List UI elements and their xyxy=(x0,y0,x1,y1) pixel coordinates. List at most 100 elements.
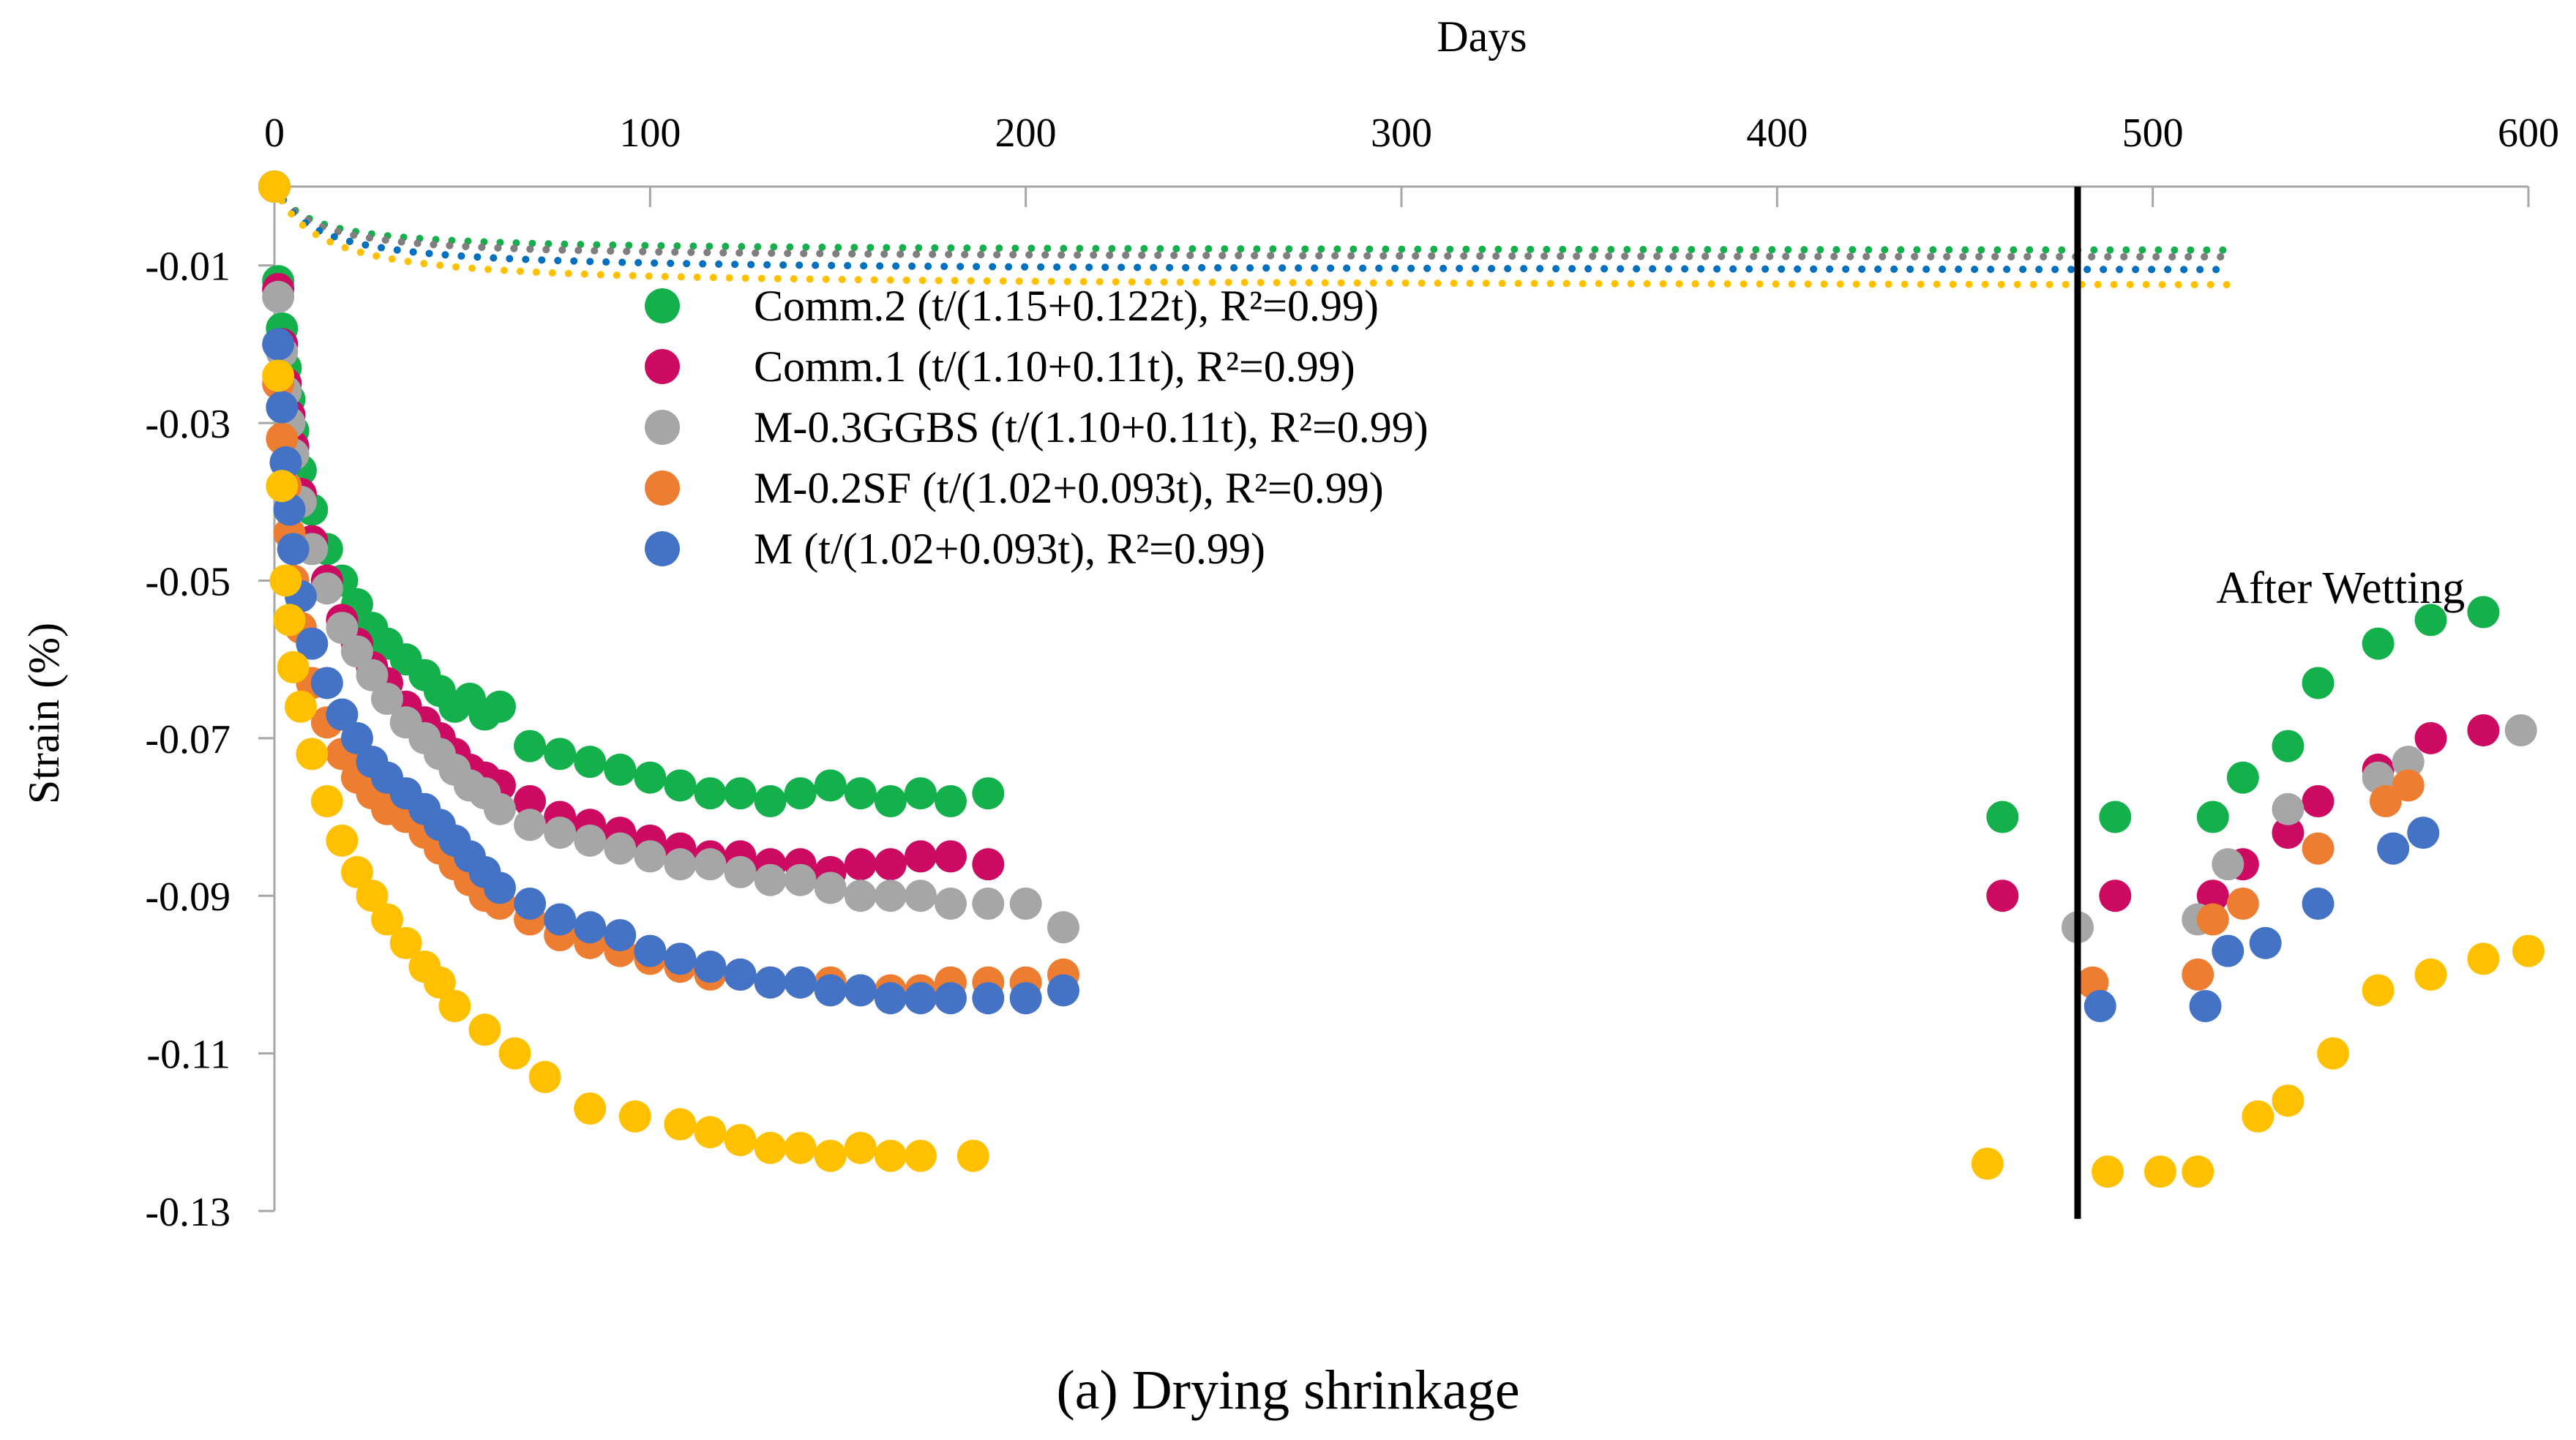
data-point xyxy=(935,785,967,817)
data-point xyxy=(514,730,547,762)
data-point xyxy=(2414,721,2447,754)
data-point xyxy=(2504,714,2537,747)
trend-line xyxy=(271,183,2232,274)
data-point xyxy=(2467,714,2500,747)
data-point xyxy=(972,982,1005,1015)
data-point xyxy=(326,612,359,645)
data-point xyxy=(694,1116,727,1149)
figure-caption: (a) Drying shrinkage xyxy=(1056,1360,1519,1421)
x-tick-label: 400 xyxy=(1746,110,1808,156)
x-axis-title: Days xyxy=(1437,12,1527,61)
data-point xyxy=(2272,817,2304,850)
data-point xyxy=(2362,974,2395,1007)
data-point xyxy=(2377,832,2410,865)
data-point xyxy=(972,848,1005,881)
data-point xyxy=(2092,1155,2124,1188)
data-point xyxy=(2182,958,2214,991)
data-point xyxy=(904,880,937,912)
data-point xyxy=(1986,880,2019,912)
data-point xyxy=(1047,911,1079,944)
data-point xyxy=(784,863,817,896)
data-point xyxy=(874,880,907,912)
data-point xyxy=(514,809,547,841)
data-point xyxy=(2196,880,2229,912)
y-tick-label: -0.13 xyxy=(145,1190,231,1235)
data-point xyxy=(956,1139,989,1172)
data-point xyxy=(784,966,817,999)
y-tick-label: -0.05 xyxy=(145,559,231,604)
data-point xyxy=(468,1013,501,1046)
data-point xyxy=(634,761,667,794)
data-point xyxy=(2226,888,2259,920)
data-point xyxy=(2414,958,2447,991)
data-point xyxy=(273,604,306,637)
y-tick-label: -0.11 xyxy=(146,1032,231,1078)
data-point xyxy=(544,817,577,850)
data-point xyxy=(514,785,547,817)
data-point xyxy=(2302,667,2334,700)
data-point xyxy=(844,777,877,810)
data-point xyxy=(724,958,757,991)
legend-marker xyxy=(645,288,680,323)
data-point xyxy=(814,871,847,904)
y-axis-title: Strain (%) xyxy=(20,623,68,804)
data-point xyxy=(904,840,937,873)
data-point xyxy=(2414,604,2447,637)
data-point xyxy=(724,855,757,888)
data-point xyxy=(262,359,295,392)
y-tick-label: -0.09 xyxy=(145,874,231,920)
data-point xyxy=(340,635,373,668)
data-point xyxy=(498,1037,531,1070)
data-point xyxy=(1971,1147,2004,1180)
data-point xyxy=(2467,596,2500,629)
data-point xyxy=(2467,942,2500,975)
data-point xyxy=(340,855,373,888)
data-point xyxy=(694,777,727,810)
data-point xyxy=(664,942,697,975)
data-point xyxy=(2242,1100,2274,1133)
data-point xyxy=(484,871,516,904)
data-point xyxy=(438,990,471,1022)
data-point xyxy=(2512,934,2545,967)
x-tick-label: 300 xyxy=(1371,110,1432,156)
data-point xyxy=(724,777,757,810)
data-point xyxy=(266,422,299,455)
data-point xyxy=(754,785,787,817)
y-axis-ticks: -0.01 -0.03 -0.05 -0.07 -0.09 -0.11 -0.13 xyxy=(145,244,274,1235)
legend-label: M (t/(1.02+0.093t), R²=0.99) xyxy=(754,525,1265,573)
legend-label: M-0.2SF (t/(1.02+0.093t), R²=0.99) xyxy=(754,464,1384,512)
y-tick-label: -0.01 xyxy=(145,244,231,290)
data-point xyxy=(784,1131,817,1164)
legend-marker xyxy=(645,349,680,384)
data-point xyxy=(310,667,343,700)
data-point xyxy=(262,328,295,361)
data-point xyxy=(694,848,727,881)
x-axis-ticks: 0 100 200 300 400 500 600 xyxy=(264,110,2559,207)
data-point xyxy=(2099,880,2132,912)
data-point xyxy=(604,753,637,786)
data-point xyxy=(266,470,299,503)
data-point xyxy=(2317,1037,2350,1070)
data-point xyxy=(754,966,787,999)
data-point xyxy=(844,848,877,881)
data-point xyxy=(904,777,937,810)
data-point xyxy=(2189,990,2222,1022)
data-point xyxy=(1009,888,1042,920)
data-point xyxy=(574,824,607,857)
data-point xyxy=(1986,800,2019,833)
data-point xyxy=(844,974,877,1007)
data-point xyxy=(2196,800,2229,833)
data-point xyxy=(277,533,310,566)
data-point xyxy=(814,1139,847,1172)
data-point xyxy=(874,982,907,1015)
legend-marker xyxy=(645,470,680,506)
data-point xyxy=(544,738,577,770)
trend-line xyxy=(271,183,2232,254)
data-point xyxy=(389,926,422,959)
data-point xyxy=(423,966,456,999)
data-point xyxy=(2302,832,2334,865)
data-point xyxy=(874,1139,907,1172)
data-point xyxy=(814,769,847,802)
legend-label: Comm.2 (t/(1.15+0.122t), R²=0.99) xyxy=(754,282,1379,330)
legend-marker xyxy=(645,410,680,445)
